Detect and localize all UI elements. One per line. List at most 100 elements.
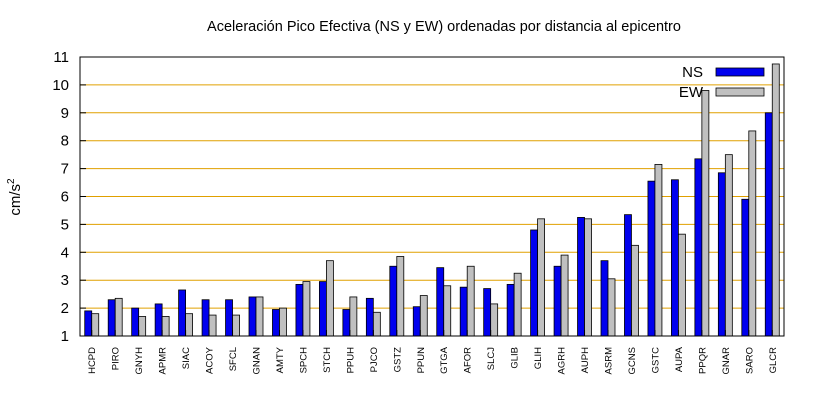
bar-ns-gnyh xyxy=(131,307,140,337)
x-tick-label: SARO xyxy=(744,347,755,374)
bar-ew-piro xyxy=(114,297,123,337)
bar-ew-gnyh xyxy=(138,316,147,337)
legend-label-ew: EW xyxy=(679,84,704,101)
bar-ns-apmr xyxy=(154,303,163,337)
bar-ns-gtga xyxy=(436,267,445,337)
x-tick-label: SPCH xyxy=(298,347,309,374)
y-tick-label: 2 xyxy=(61,300,69,317)
y-tick-label: 10 xyxy=(52,77,69,94)
x-tick-label: ASRM xyxy=(604,347,615,375)
bar-ns-gcns xyxy=(624,214,632,337)
bar-ew-slcj xyxy=(490,303,499,337)
bar-ns-gnan xyxy=(248,296,257,337)
x-tick-label: SIAC xyxy=(181,347,192,369)
bar-ns-stch xyxy=(318,281,327,337)
x-tick-label: SLCJ xyxy=(486,347,497,370)
x-tick-label: GLCR xyxy=(768,347,779,374)
y-tick-label: 8 xyxy=(61,133,69,150)
x-tick-label: GNAN xyxy=(252,347,263,375)
y-axis-label-exponent: 2 xyxy=(6,178,17,184)
bar-ew-ppuh xyxy=(349,296,358,337)
x-tick-label: GNAR xyxy=(721,347,732,375)
y-axis-label: cm/s2 xyxy=(6,178,24,216)
grid-lines xyxy=(80,84,784,309)
bar-ns-piro xyxy=(107,299,116,337)
x-axis-ticks: HCPD PIRO GNYH APMR SIAC ACOY SFCL GNAN AMTY SPCH… xyxy=(87,330,779,374)
x-tick-label: SFCL xyxy=(228,347,239,371)
bar-ns-sfcl xyxy=(225,299,233,337)
x-tick-label: GLIB xyxy=(510,347,521,369)
bar-ns-asrm xyxy=(600,260,609,337)
bar-ns-siac xyxy=(178,289,187,337)
bar-ew-siac xyxy=(185,313,194,337)
bar-ew-sfcl xyxy=(232,314,240,337)
y-tick-label: 3 xyxy=(61,272,69,289)
bar-ew-aupa xyxy=(678,233,686,337)
bar-ns-saro xyxy=(741,198,750,337)
bar-ew-agrh xyxy=(560,254,569,337)
bar-ns-glcr xyxy=(764,112,773,337)
x-tick-label: AUPH xyxy=(580,347,591,374)
chart-title: Aceleración Pico Efectiva (NS y EW) orde… xyxy=(207,19,681,35)
y-tick-label: 1 xyxy=(61,328,69,345)
bar-ns-ppqr xyxy=(694,158,703,337)
bar-ew-ppqr xyxy=(701,90,710,337)
x-tick-label: GCNS xyxy=(627,347,638,374)
bar-ew-spch xyxy=(302,281,311,337)
x-tick-label: GTGA xyxy=(439,346,450,374)
bar-ew-glcr xyxy=(771,63,780,337)
bar-ew-hcpd xyxy=(91,313,100,337)
legend-swatch-ew xyxy=(715,87,765,97)
y-tick-label: 5 xyxy=(61,216,69,233)
bar-ns-aupa xyxy=(671,179,679,337)
y-tick-label: 11 xyxy=(53,49,69,66)
x-tick-label: GSTZ xyxy=(392,347,403,373)
bar-ns-auph xyxy=(577,217,585,337)
y-tick-label: 6 xyxy=(61,189,69,206)
bar-ew-gcns xyxy=(631,244,639,337)
bar-ns-amty xyxy=(272,309,280,337)
x-tick-label: STCH xyxy=(322,347,333,373)
bar-ew-saro xyxy=(748,130,757,337)
bar-ns-hcpd xyxy=(84,310,93,337)
bar-ew-ppun xyxy=(419,295,428,337)
x-tick-label: PJCO xyxy=(369,347,380,372)
bar-ew-gtga xyxy=(443,285,452,337)
bar-ew-auph xyxy=(584,218,592,337)
legend-swatch-ns xyxy=(715,67,765,77)
bar-ns-ppun xyxy=(412,306,421,337)
bar-ew-gnar xyxy=(724,154,733,337)
bar-ns-acoy xyxy=(201,299,210,337)
bar-ns-gstz xyxy=(389,265,398,337)
y-tick-label: 9 xyxy=(61,105,69,122)
x-tick-label: AFOR xyxy=(463,347,474,374)
x-tick-label: GSTC xyxy=(650,347,661,374)
bar-ns-afor xyxy=(459,286,468,337)
x-tick-label: PPUH xyxy=(345,347,356,374)
legend-label-ns: NS xyxy=(682,64,703,81)
bar-ns-glib xyxy=(506,283,515,337)
bar-ns-gstc xyxy=(647,180,656,337)
bar-ns-pjco xyxy=(365,297,374,337)
x-tick-label: AMTY xyxy=(275,346,286,373)
x-tick-label: APMR xyxy=(158,347,169,375)
y-tick-label: 4 xyxy=(61,244,69,261)
bar-ew-gnan xyxy=(255,296,264,337)
x-tick-label: AGRH xyxy=(557,347,568,375)
bars xyxy=(84,63,780,337)
legend: NS EW xyxy=(679,64,765,101)
bar-ew-amty xyxy=(279,307,287,337)
bar-ew-pjco xyxy=(372,311,381,337)
bar-ew-gstz xyxy=(396,256,405,337)
bar-ew-gstc xyxy=(654,164,663,337)
y-tick-label: 7 xyxy=(61,161,69,178)
x-tick-label: HCPD xyxy=(87,347,98,374)
bar-ew-asrm xyxy=(607,278,616,337)
bar-ew-afor xyxy=(466,265,475,337)
y-axis-label-unit: cm/s xyxy=(7,184,24,216)
bar-ns-spch xyxy=(295,283,304,337)
bar-ew-glib xyxy=(513,272,522,337)
x-tick-label: AUPA xyxy=(674,346,685,372)
x-tick-label: PIRO xyxy=(111,347,122,370)
